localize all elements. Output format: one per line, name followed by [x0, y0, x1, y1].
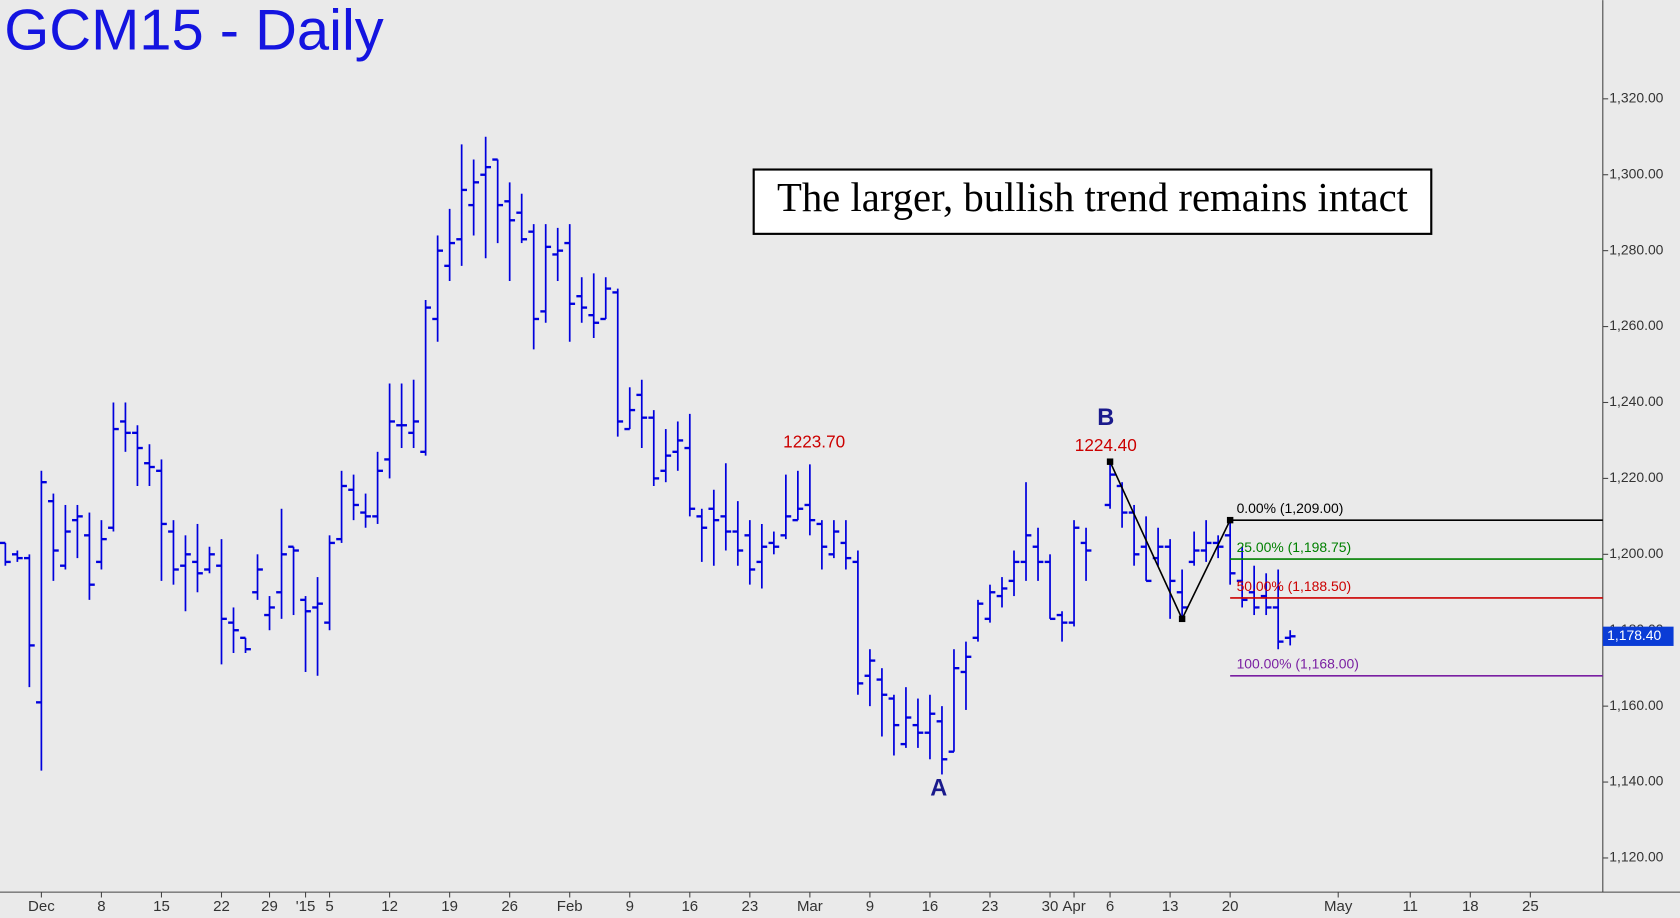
price-annotation: 1223.70 — [783, 431, 845, 451]
x-tick-label: 6 — [1106, 898, 1114, 915]
annotation-text: The larger, bullish trend remains intact — [777, 175, 1409, 220]
y-tick-label: 1,280.00 — [1609, 241, 1663, 257]
fib-label: 50.00% (1,188.50) — [1237, 578, 1352, 594]
x-tick-label: '15 — [296, 898, 316, 915]
annotation-box — [752, 168, 1433, 235]
fib-label: 0.00% (1,209.00) — [1237, 500, 1344, 516]
x-tick-label: 23 — [982, 898, 999, 915]
x-tick-label: 22 — [213, 898, 230, 915]
x-tick-label: 9 — [626, 898, 634, 915]
wave-label: B — [1097, 404, 1114, 430]
x-tick-label: Feb — [557, 898, 583, 915]
x-tick-label: 15 — [153, 898, 170, 915]
x-tick-label: 16 — [922, 898, 939, 915]
x-tick-label: 30 — [1042, 898, 1059, 915]
x-tick-label: 13 — [1162, 898, 1179, 915]
x-tick-label: 9 — [866, 898, 874, 915]
y-tick-label: 1,120.00 — [1609, 849, 1663, 865]
y-tick-label: 1,320.00 — [1609, 90, 1663, 106]
y-tick-label: 1,240.00 — [1609, 393, 1663, 409]
x-tick-label: Apr — [1062, 898, 1085, 915]
zigzag-point — [1226, 516, 1234, 524]
x-tick-label: Dec — [28, 898, 55, 915]
x-tick-label: 12 — [381, 898, 398, 915]
price-annotation: 1224.40 — [1075, 435, 1137, 455]
x-tick-label: 18 — [1462, 898, 1479, 915]
last-price-tag — [1602, 626, 1674, 646]
wave-label: A — [930, 775, 947, 801]
y-tick-label: 1,300.00 — [1609, 165, 1663, 181]
x-tick-label: 26 — [501, 898, 518, 915]
x-tick-label: May — [1324, 898, 1353, 915]
y-tick-label: 1,160.00 — [1609, 697, 1663, 713]
fib-label: 25.00% (1,198.75) — [1237, 539, 1352, 555]
zigzag-point — [1178, 615, 1186, 623]
y-tick-label: 1,140.00 — [1609, 773, 1663, 789]
y-tick-label: 1,260.00 — [1609, 317, 1663, 333]
x-tick-label: 23 — [741, 898, 758, 915]
x-tick-label: 29 — [261, 898, 278, 915]
x-tick-label: 20 — [1222, 898, 1239, 915]
x-tick-label: 25 — [1522, 898, 1539, 915]
x-tick-label: 16 — [681, 898, 698, 915]
x-tick-label: 8 — [97, 898, 105, 915]
y-tick-label: 1,220.00 — [1609, 469, 1663, 485]
fib-label: 100.00% (1,168.00) — [1237, 656, 1359, 672]
last-price-label: 1,178.40 — [1607, 627, 1661, 643]
x-tick-label: 5 — [325, 898, 333, 915]
y-tick-label: 1,200.00 — [1609, 545, 1663, 561]
chart-title: GCM15 - Daily — [4, 0, 384, 63]
x-tick-label: 19 — [441, 898, 458, 915]
x-tick-label: 11 — [1402, 898, 1418, 915]
zigzag-point — [1106, 458, 1114, 465]
x-tick-label: Mar — [797, 898, 823, 915]
